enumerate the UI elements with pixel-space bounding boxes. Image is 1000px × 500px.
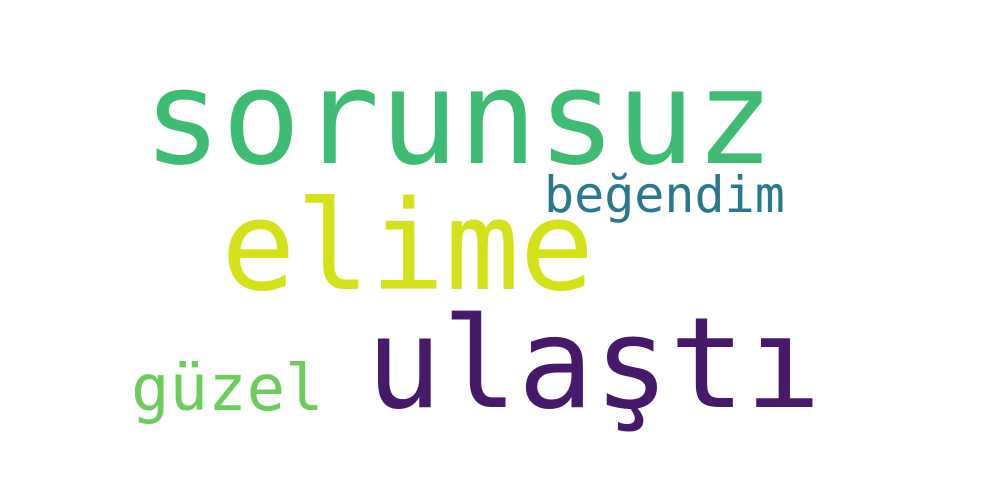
word-guzel: güzel <box>131 352 324 426</box>
word-elime: elime <box>221 175 595 319</box>
word-ulasti: ulaştı <box>366 290 822 437</box>
word-sorunsuz: sorunsuz <box>143 41 774 194</box>
word-begendim: beğendim <box>544 166 785 224</box>
